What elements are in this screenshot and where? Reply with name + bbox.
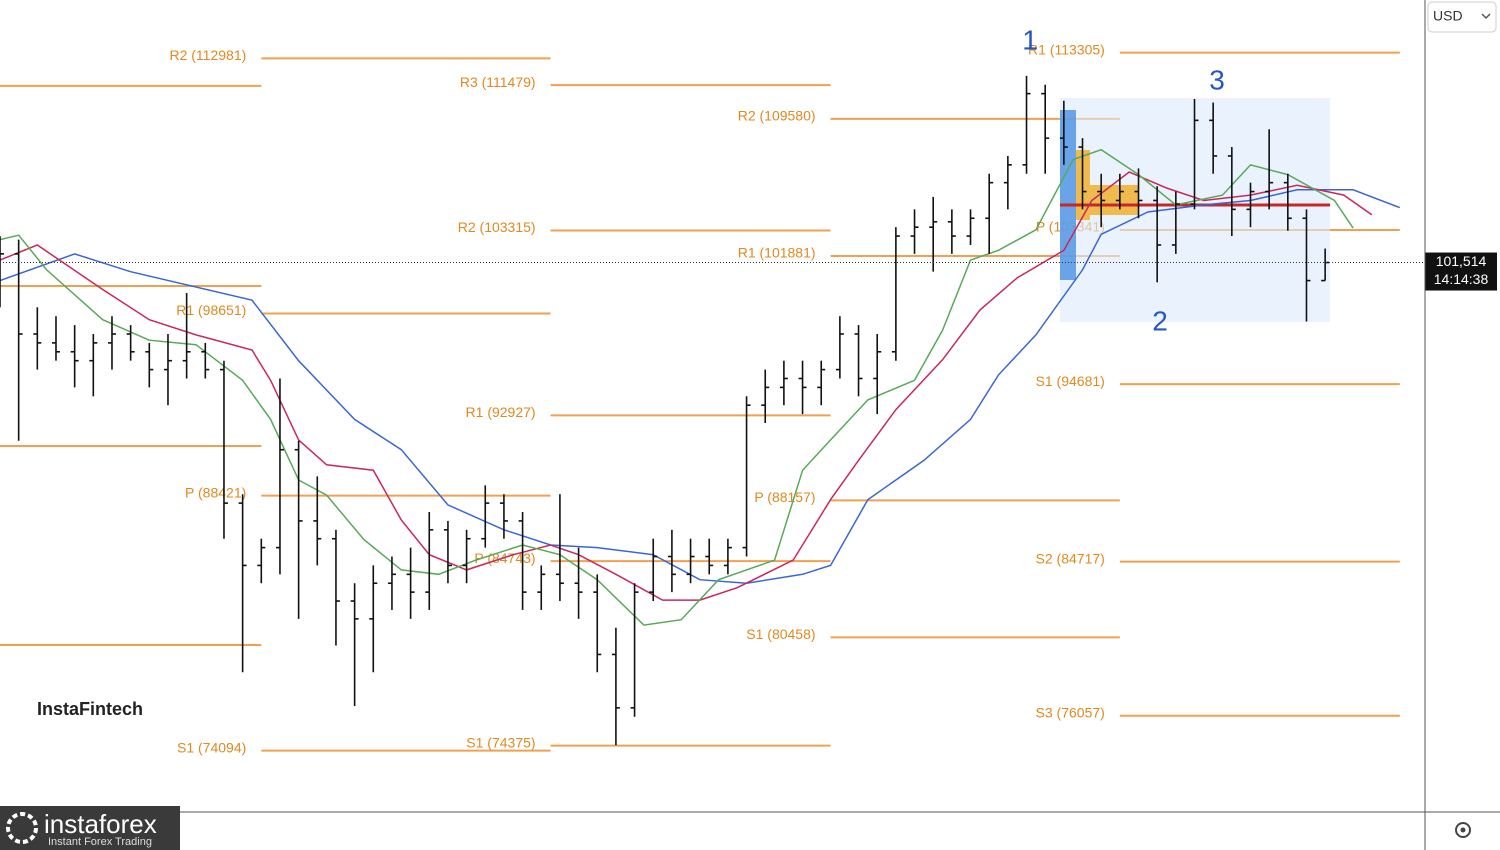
pivot-label: R1 (101881) [738,245,816,261]
wave-label: 3 [1209,64,1225,95]
watermark-text: InstaFintech [37,699,143,719]
wave-label: 2 [1152,305,1168,336]
last-price: 101,514 14:14:38 [0,252,1497,291]
pivot-label: S1 (80458) [746,626,815,642]
pivot-label: S1 (94681) [1036,373,1105,389]
pivot-label: S1 (74375) [466,734,535,750]
pivot-label: R2 (109580) [738,108,816,124]
pivot-label: P (88157) [754,489,815,505]
wave-label: 1 [1022,24,1038,55]
logo-text: instaforex [44,809,157,839]
moving-average [0,148,1354,626]
moving-average [0,189,1401,584]
pivot-label: S2 (84717) [1036,550,1105,566]
pivot-label: R2 (112981) [169,47,246,63]
pivot-label: R2 (103315) [458,219,536,235]
logo: instaforex Instant Forex Trading [0,806,180,850]
watermark: InstaFintech [30,670,154,732]
moving-averages [0,148,1401,626]
pivot-label: P (88421) [185,484,246,500]
price-box [1425,252,1497,291]
pivot-label: S3 (76057) [1036,704,1105,720]
countdown: 14:14:38 [1434,271,1489,287]
currency-select[interactable]: USD [1427,1,1497,33]
pivot-label: R1 (113305) [1028,41,1105,57]
pivot-label: S1 (74094) [177,739,246,755]
pivot-label: R1 (92927) [466,404,536,420]
logo-tagline: Instant Forex Trading [48,836,152,848]
price-bars [0,75,1330,746]
currency[interactable]: USD [1433,8,1463,24]
moving-average [0,171,1373,601]
pivot-label: R1 (98651) [176,302,246,318]
price-label: 101,514 [1436,253,1487,269]
settings-button[interactable] [1455,822,1471,838]
pivot-label: R3 (111479) [460,74,536,90]
